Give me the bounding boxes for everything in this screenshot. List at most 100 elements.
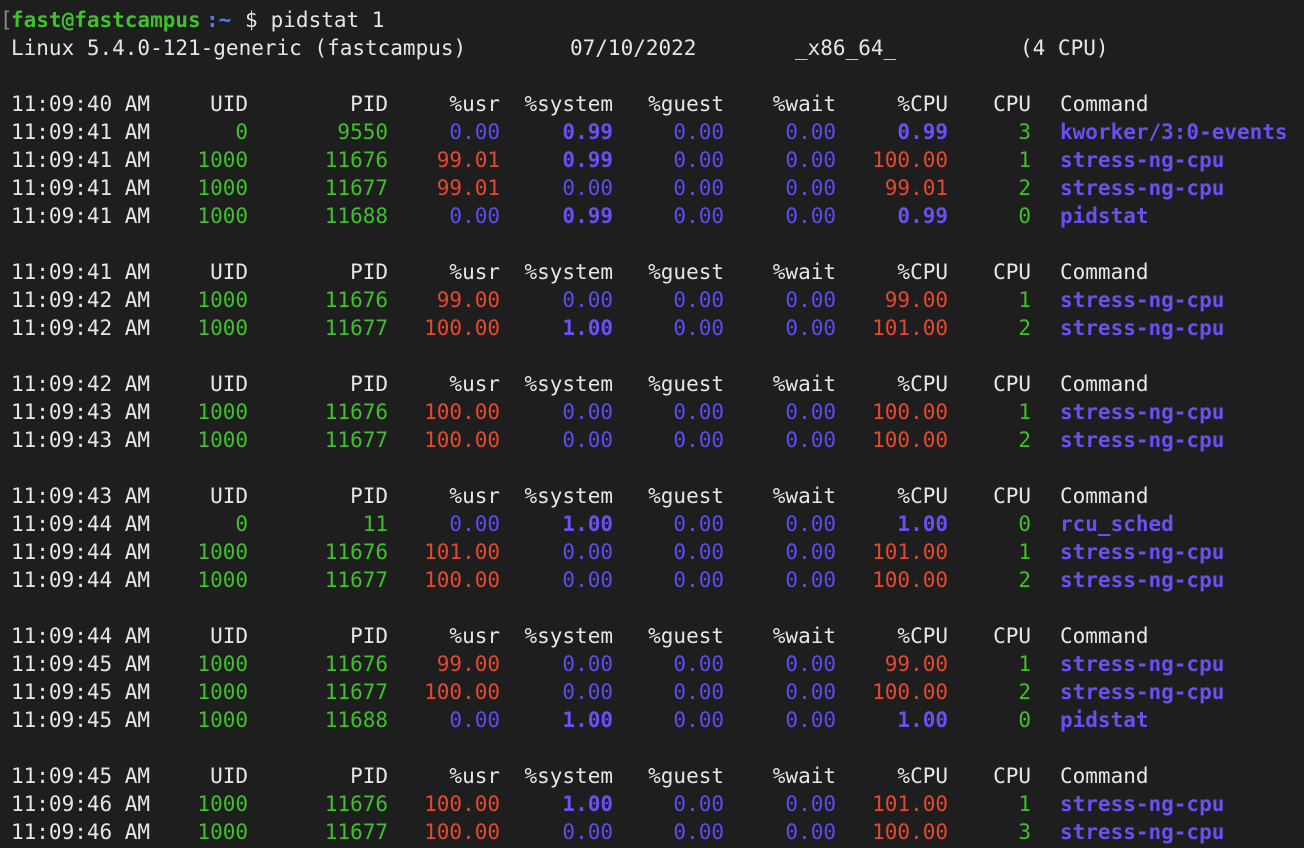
row-guest: 0.00 — [673, 400, 724, 424]
row-usr: 99.00 — [436, 652, 500, 676]
row-guest: 0.00 — [673, 652, 724, 676]
row-command: kworker/3:0-events — [1060, 120, 1288, 144]
row-pcpu: 0.99 — [897, 204, 948, 228]
sysinfo-arch: _x86_64_ — [795, 36, 897, 60]
prompt-command: pidstat 1 — [258, 8, 385, 32]
row-usr: 0.00 — [449, 120, 500, 144]
row-pcpu: 101.00 — [872, 316, 948, 340]
row-uid: 1000 — [197, 680, 248, 704]
header-time: 11:09:40 AM — [11, 92, 151, 116]
row-time: 11:09:41 AM — [11, 176, 151, 200]
row-uid: 1000 — [197, 428, 248, 452]
header-pcpu: %CPU — [897, 260, 948, 284]
header-guest: %guest — [648, 92, 724, 116]
row-wait: 0.00 — [785, 148, 836, 172]
row-pcpu: 0.99 — [897, 120, 948, 144]
row-usr: 100.00 — [424, 316, 500, 340]
header-pid: PID — [350, 484, 388, 508]
prompt-path: :~ — [206, 8, 232, 32]
header-usr: %usr — [449, 372, 500, 396]
header-uid: UID — [210, 92, 248, 116]
row-guest: 0.00 — [673, 708, 724, 732]
row-usr: 100.00 — [424, 820, 500, 844]
row-time: 11:09:41 AM — [11, 204, 151, 228]
row-system: 0.00 — [562, 652, 613, 676]
row-command: stress-ng-cpu — [1060, 792, 1225, 816]
row-pcpu: 100.00 — [872, 428, 948, 452]
row-command: stress-ng-cpu — [1060, 680, 1225, 704]
row-time: 11:09:45 AM — [11, 708, 151, 732]
row-pid: 11676 — [324, 540, 388, 564]
row-guest: 0.00 — [673, 204, 724, 228]
row-uid: 1000 — [197, 176, 248, 200]
row-command: stress-ng-cpu — [1060, 400, 1225, 424]
row-cpu: 3 — [1018, 820, 1031, 844]
row-command: stress-ng-cpu — [1060, 316, 1225, 340]
row-time: 11:09:42 AM — [11, 316, 151, 340]
row-uid: 1000 — [197, 820, 248, 844]
row-command: rcu_sched — [1060, 512, 1174, 536]
row-command: stress-ng-cpu — [1060, 652, 1225, 676]
row-usr: 100.00 — [424, 680, 500, 704]
header-wait: %wait — [772, 764, 836, 788]
row-uid: 1000 — [197, 568, 248, 592]
row-system: 0.00 — [562, 400, 613, 424]
header-command: Command — [1060, 484, 1149, 508]
row-cpu: 1 — [1018, 540, 1031, 564]
row-cpu: 1 — [1018, 792, 1031, 816]
header-time: 11:09:43 AM — [11, 484, 151, 508]
header-pid: PID — [350, 260, 388, 284]
row-wait: 0.00 — [785, 316, 836, 340]
header-guest: %guest — [648, 260, 724, 284]
row-command: pidstat — [1060, 708, 1149, 732]
row-time: 11:09:44 AM — [11, 512, 151, 536]
row-system: 0.99 — [562, 204, 613, 228]
header-command: Command — [1060, 624, 1149, 648]
row-time: 11:09:41 AM — [11, 120, 151, 144]
row-uid: 1000 — [197, 316, 248, 340]
row-command: pidstat — [1060, 204, 1149, 228]
row-uid: 0 — [235, 512, 248, 536]
header-guest: %guest — [648, 372, 724, 396]
row-pid: 11676 — [324, 148, 388, 172]
row-cpu: 2 — [1018, 428, 1031, 452]
prompt-symbol: $ — [245, 8, 258, 32]
row-system: 0.00 — [562, 176, 613, 200]
row-system: 0.00 — [562, 568, 613, 592]
row-pid: 11677 — [324, 680, 388, 704]
row-wait: 0.00 — [785, 652, 836, 676]
row-cpu: 0 — [1018, 204, 1031, 228]
prompt-bracket: [ — [0, 8, 13, 32]
header-command: Command — [1060, 764, 1149, 788]
header-guest: %guest — [648, 624, 724, 648]
header-wait: %wait — [772, 260, 836, 284]
header-time: 11:09:41 AM — [11, 260, 151, 284]
sysinfo-cpus: (4 CPU) — [1020, 36, 1109, 60]
row-guest: 0.00 — [673, 288, 724, 312]
header-uid: UID — [210, 372, 248, 396]
row-time: 11:09:46 AM — [11, 820, 151, 844]
row-uid: 1000 — [197, 204, 248, 228]
header-system: %system — [524, 92, 613, 116]
row-time: 11:09:43 AM — [11, 428, 151, 452]
row-pid: 11676 — [324, 792, 388, 816]
row-pid: 9550 — [337, 120, 388, 144]
header-guest: %guest — [648, 484, 724, 508]
header-guest: %guest — [648, 764, 724, 788]
row-command: stress-ng-cpu — [1060, 148, 1225, 172]
row-wait: 0.00 — [785, 708, 836, 732]
row-pcpu: 100.00 — [872, 568, 948, 592]
header-wait: %wait — [772, 484, 836, 508]
row-guest: 0.00 — [673, 820, 724, 844]
prompt-user-host: fast@fastcampus — [11, 8, 201, 32]
row-command: stress-ng-cpu — [1060, 428, 1225, 452]
row-uid: 1000 — [197, 148, 248, 172]
header-cpu: CPU — [993, 92, 1031, 116]
row-usr: 100.00 — [424, 792, 500, 816]
row-system: 1.00 — [562, 708, 613, 732]
row-pid: 11 — [362, 512, 388, 536]
row-pid: 11677 — [324, 316, 388, 340]
header-wait: %wait — [772, 624, 836, 648]
row-system: 0.00 — [562, 680, 613, 704]
